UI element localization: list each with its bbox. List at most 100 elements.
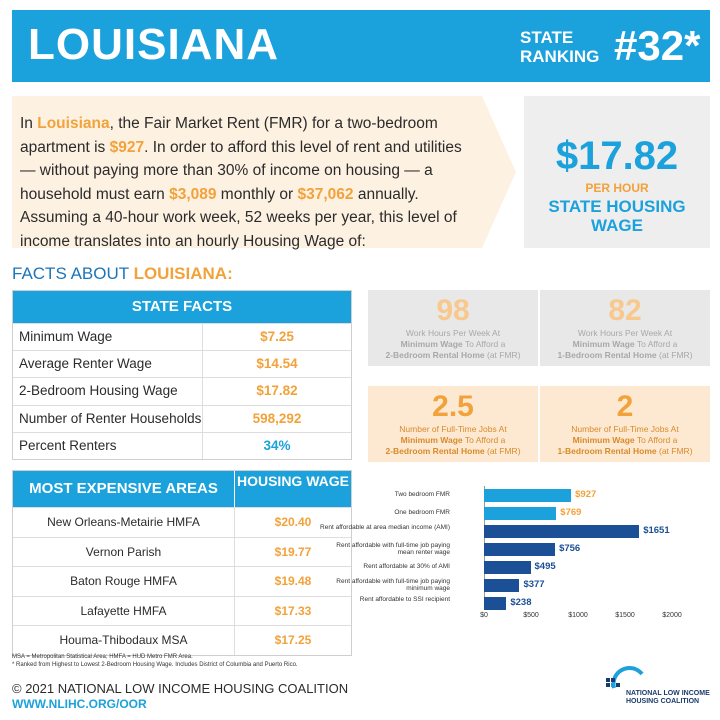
stat-desc-bold: 2-Bedroom Rental Home [385,446,485,456]
area-wage: $19.77 [274,544,312,559]
table-row: Percent Renters 34% [13,431,351,459]
table-row: Houma-Thibodaux MSA $17.25 [13,625,351,655]
fact-value: 598,292 [252,410,302,426]
fact-value: $7.25 [260,329,294,344]
chart-category-label: Rent affordable at 30% of AMI [363,563,450,570]
ranking-number: #32* [614,22,701,69]
stat-desc-part: To Afford a [634,435,678,445]
area-name: Vernon Parish [13,537,235,566]
stat-desc-bold: Minimum Wage [572,339,635,349]
fact-key: 2-Bedroom Housing Wage [13,378,203,405]
logo-text: NATIONAL LOW INCOME HOUSING COALITION [626,690,710,706]
stat-desc-part: (at FMR) [484,446,521,456]
fact-key: Average Renter Wage [13,351,203,378]
chart-tick-label: $0 [480,612,488,619]
fact-value: 34% [263,437,291,453]
stat-desc-bold: Minimum Wage [400,435,463,445]
stat-desc: Work Hours Per Week At Minimum Wage To Af… [368,328,538,361]
intro-part: annually. Assuming a 40-hour work week, … [20,185,457,250]
table-row: Minimum Wage $7.25 [13,323,351,351]
stat-desc-bold: 2-Bedroom Rental Home [385,350,485,360]
intro-text: In Louisiana, the Fair Market Rent (FMR)… [12,96,482,250]
intro-arrow [482,96,516,248]
stat-number: 2 [616,390,634,423]
stat-desc-part: To Afford a [462,339,506,349]
stat-desc: Work Hours Per Week At Minimum Wage To Af… [540,328,710,361]
nlihc-logo: NATIONAL LOW INCOME HOUSING COALITION [604,664,710,714]
areas-header-area: MOST EXPENSIVE AREAS [13,471,235,507]
stat-card: 2 Number of Full-Time Jobs At Minimum Wag… [540,386,710,462]
intro-part: monthly or [216,185,298,203]
facts-title-prefix: FACTS ABOUT [12,264,134,283]
chart-bar [484,560,531,574]
intro-annual: $37,062 [297,185,354,203]
areas-header-wage: HOUSING WAGE [236,473,349,489]
area-wage: $17.33 [274,603,312,618]
stat-card: 82 Work Hours Per Week At Minimum Wage To… [540,290,710,366]
chart-tick-label: $500 [523,612,539,619]
chart-tick-label: $1500 [615,612,635,619]
stat-desc-part: To Afford a [462,435,506,445]
logo-line: NATIONAL LOW INCOME [626,690,710,697]
stat-desc-part: (at FMR) [656,350,693,360]
housing-wage-amount: $17.82 [555,134,679,178]
area-name: Lafayette HMFA [13,596,235,625]
intro-monthly: $3,089 [169,185,217,203]
stat-number: 2.5 [432,390,474,423]
facts-title: FACTS ABOUT LOUISIANA: [12,264,233,284]
stat-desc-part: To Afford a [634,339,678,349]
chart-value-label: $238 [510,597,532,608]
chart-category-label: Rent affordable at area median income (A… [320,523,450,531]
stat-desc-bold: Minimum Wage [400,339,463,349]
stat-card: 2.5 Number of Full-Time Jobs At Minimum W… [368,386,538,462]
fact-key: Percent Renters [13,432,203,459]
chart-value-label: $769 [560,507,582,518]
stat-desc-bold: 1-Bedroom Rental Home [557,350,657,360]
stat-desc-part: Number of Full-Time Jobs At [571,424,679,434]
stat-desc: Number of Full-Time Jobs At Minimum Wage … [368,424,538,457]
footnote-line: * Ranked from Highest to Lowest 2-Bedroo… [12,662,298,668]
chart-bar [484,578,520,592]
intro-part: , the Fair Market Rent (FMR) for a two-b… [20,115,438,156]
stat-desc: Number of Full-Time Jobs At Minimum Wage … [540,424,710,457]
rent-chart: Two bedroom FMR $927 One bedroom FMR $769 Re… [320,482,708,622]
table-row: 2-Bedroom Housing Wage $17.82 [13,377,351,405]
chart-bar [484,596,507,610]
chart-tick-label: $2000 [662,612,682,619]
stat-number: 82 [608,294,642,327]
copyright: © 2021 NATIONAL LOW INCOME HOUSING COALI… [12,681,349,696]
fact-key: Minimum Wage [13,324,203,351]
intro-fmr: $927 [109,138,145,156]
intro-part: . In order to afford this level of rent … [20,138,462,203]
stat-desc-bold: Minimum Wage [572,435,635,445]
area-name: Baton Rouge HMFA [13,567,235,596]
state-title: LOUISIANA [28,20,279,69]
fact-value: $17.82 [256,383,298,399]
chart-bar [484,506,557,520]
table-row: Lafayette HMFA $17.33 [13,595,351,625]
expensive-areas-table: MOST EXPENSIVE AREAS HOUSING WAGE New Or… [12,470,352,656]
area-name: Houma-Thibodaux MSA [13,626,235,655]
chart-category-label: Rent affordable with full-time job payin… [336,577,450,593]
table-row: Baton Rouge HMFA $19.48 [13,566,351,596]
chart-category-label: Rent affordable with full-time job payin… [336,541,450,557]
stat-desc-part: (at FMR) [484,350,521,360]
intro-state: Louisiana [37,115,110,132]
chart-value-label: $495 [534,561,556,572]
logo-line: HOUSING COALITION [626,698,700,705]
chart-value-label: $756 [559,543,581,554]
area-wage: $20.40 [274,515,312,529]
chart-value-label: $1651 [643,525,670,536]
housing-wage-per: PER HOUR [585,181,649,195]
stat-desc-part: (at FMR) [656,446,693,456]
chart-category-label: One bedroom FMR [394,509,450,516]
stat-desc-part: Number of Full-Time Jobs At [399,424,507,434]
table-row: New Orleans-Metairie HMFA $20.40 [13,507,351,537]
table-row: Vernon Parish $19.77 [13,536,351,566]
ranking-label: STATE RANKING [520,28,600,66]
stat-desc-part: Work Hours Per Week At [405,328,501,338]
footnote-line: MSA = Metropolitan Statistical Area; HMF… [12,654,193,660]
house-arc-icon [606,666,644,689]
website-link[interactable]: WWW.NLIHC.ORG/OOR [12,697,147,711]
chart-category-label: Two bedroom FMR [394,491,450,498]
